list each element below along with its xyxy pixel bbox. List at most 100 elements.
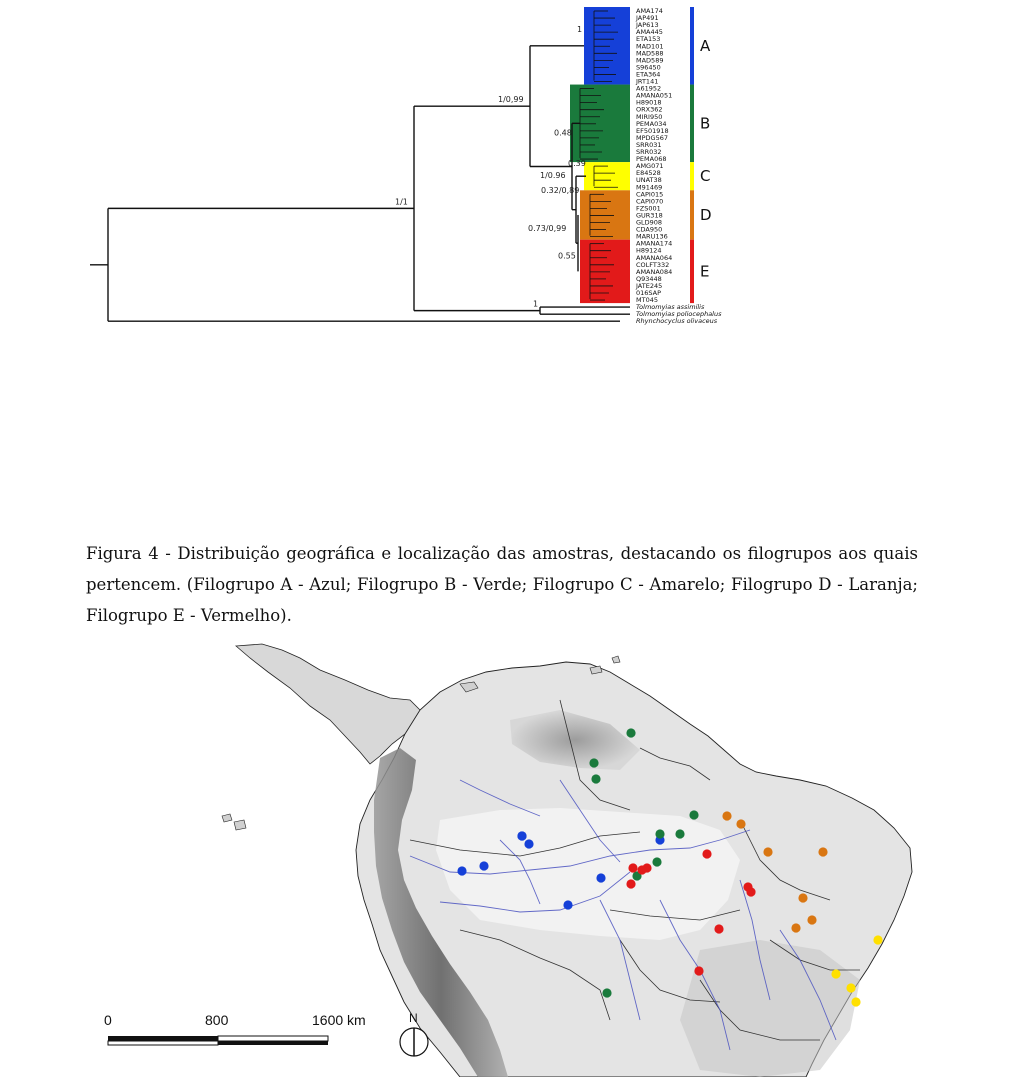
galapagos-islands	[221, 813, 247, 831]
clade-bar-d	[690, 190, 694, 240]
clade-label-b: B	[700, 114, 710, 132]
leaf-label: CAPI015	[636, 190, 663, 198]
clade-bar-e	[690, 239, 694, 304]
leaf-label: ORX362	[636, 106, 663, 114]
clade-label-d: D	[700, 206, 712, 224]
leaf-label: PEMA034	[636, 120, 667, 128]
sample-dot-b	[591, 774, 601, 784]
leaf-label: AMANA174	[636, 240, 672, 248]
support-node-ingroup: 1/1	[395, 197, 408, 206]
north-label: N	[409, 1011, 418, 1025]
support-node-de: 0.73/0,99	[528, 224, 566, 233]
leaf-label: JATE245	[635, 282, 662, 290]
leaf-label: AMANA051	[636, 92, 672, 100]
clade-band-a	[584, 7, 630, 85]
leaf-label: S96450	[636, 63, 661, 71]
andes-cordillera	[374, 748, 508, 1077]
leaf-label: COLFT332	[636, 261, 669, 269]
clade-band-e	[580, 239, 630, 304]
guiana-shield	[510, 710, 640, 770]
leaf-label: H89124	[636, 247, 662, 255]
leaf-label: MAD588	[636, 49, 663, 57]
sample-dot-a	[517, 831, 527, 841]
leaf-label: MT045	[636, 296, 658, 304]
leaf-label: H89018	[636, 99, 662, 107]
leaf-label: EF501918	[636, 127, 669, 135]
sample-dot-d	[798, 893, 808, 903]
sample-dot-d	[818, 847, 828, 857]
support-node-c: 0.39	[568, 159, 586, 168]
leaf-label: E84528	[636, 169, 661, 177]
leaf-label: SRR031	[636, 141, 662, 149]
leaf-label: UNAT38	[636, 176, 662, 184]
distribution-map: 0 800 1600 km N	[104, 643, 913, 1077]
scale-label-800: 800	[205, 1012, 229, 1028]
brazilian-highlands	[680, 940, 860, 1077]
sample-dot-a	[457, 866, 467, 876]
clade-label-a: A	[700, 37, 711, 55]
leaf-label: M91469	[636, 183, 662, 191]
leaf-label: Q93448	[636, 275, 662, 283]
outgroup-label: Tolmomyias assimilis	[636, 303, 705, 311]
leaf-label: AMANA084	[636, 268, 672, 276]
north-arrow-icon: N	[399, 1011, 429, 1057]
outgroup-label: Tolmomyias poliocephalus	[636, 310, 722, 318]
sample-dot-d	[807, 915, 817, 925]
support-node-a: 1	[577, 25, 582, 34]
sample-dot-b	[675, 829, 685, 839]
leaf-label: 016SAP	[636, 289, 661, 297]
leaf-label: ETA364	[636, 70, 660, 78]
sample-dot-a	[524, 839, 534, 849]
country-borders	[409, 699, 860, 1041]
support-node-b: 0.48	[554, 128, 572, 137]
phylogenetic-tree: AMA174JAP491JAP613AMA445ETA153MAD101MAD5…	[90, 7, 722, 325]
sample-dot-c	[846, 983, 856, 993]
sample-dot-b	[689, 810, 699, 820]
outgroup-label: Rhynchocyclus olivaceus	[636, 317, 718, 325]
sample-dot-a	[596, 873, 606, 883]
sample-dot-e	[637, 865, 647, 875]
scale-label-0: 0	[104, 1012, 112, 1028]
sample-dot-b	[652, 857, 662, 867]
sample-dot-e	[694, 966, 704, 976]
leaf-label: PEMA068	[636, 155, 667, 163]
leaf-label: ETA153	[636, 35, 660, 43]
sample-dot-b	[589, 758, 599, 768]
leaf-label: AMANA064	[636, 254, 672, 262]
caribbean-islands	[459, 655, 621, 693]
clade-bar-c	[690, 162, 694, 191]
leaf-label: MAD101	[636, 42, 663, 50]
sample-dot-b	[626, 728, 636, 738]
leaf-label: SRR032	[636, 148, 662, 156]
leaf-label: CAPI070	[636, 197, 663, 205]
leaf-label: MIRI950	[636, 113, 662, 121]
sample-dot-e	[628, 863, 638, 873]
leaf-label: GLD908	[636, 219, 662, 227]
scale-label-1600: 1600 km	[312, 1012, 366, 1028]
clade-bar-a	[690, 7, 694, 85]
scale-bar: 0 800 1600 km	[104, 1012, 366, 1046]
sample-dot-a	[563, 900, 573, 910]
sample-dot-b	[655, 829, 665, 839]
leaf-label: JAP491	[635, 14, 659, 22]
sample-dot-e	[746, 887, 756, 897]
leaf-label: AMA445	[636, 28, 663, 36]
support-node-tolmomyias: 1	[533, 300, 538, 309]
sample-dot-a	[479, 861, 489, 871]
leaf-label: JAP613	[635, 21, 659, 29]
leaf-label: JRT141	[635, 78, 658, 86]
sample-dot-d	[791, 923, 801, 933]
leaf-label: A61952	[636, 85, 661, 93]
clade-label-e: E	[700, 262, 709, 280]
clade-bar-b	[690, 84, 694, 163]
clade-band-d	[580, 190, 630, 240]
support-node-e: 0.55	[558, 251, 576, 260]
clade-band-c	[584, 162, 630, 191]
leaf-label: MPDG567	[636, 134, 668, 142]
clade-label-c: C	[700, 167, 710, 185]
leaf-label: GUR318	[636, 211, 663, 219]
sample-dot-d	[763, 847, 773, 857]
sample-dot-d	[736, 819, 746, 829]
sample-dot-d	[722, 811, 732, 821]
figure-caption: Figura 4 - Distribuição geográfica e loc…	[86, 544, 918, 625]
